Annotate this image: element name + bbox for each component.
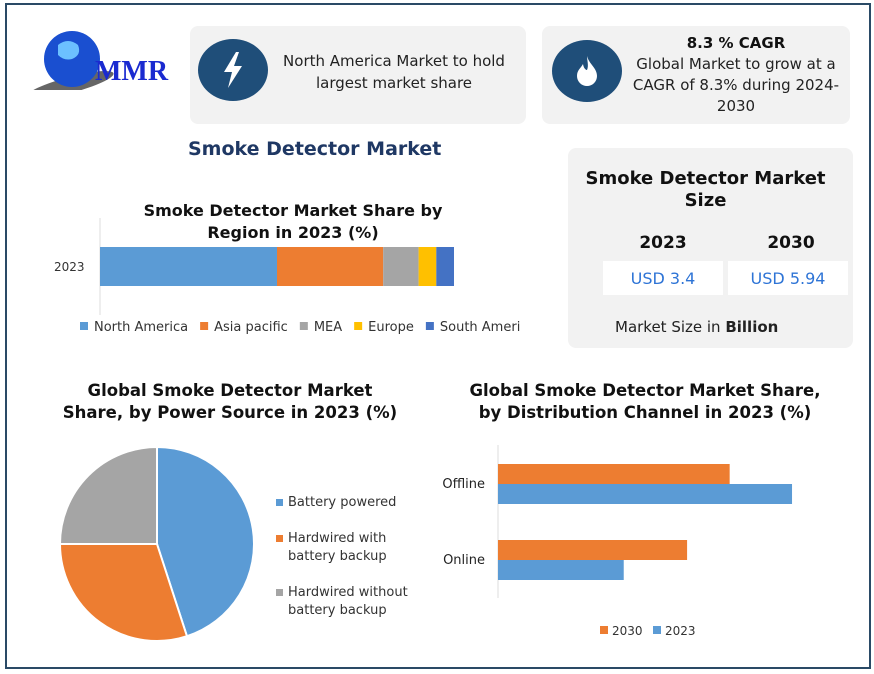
category-label: Offline (442, 477, 485, 492)
cagr-text: Global Market to grow at a CAGR of 8.3% … (632, 55, 840, 115)
bar-offline-2023 (498, 484, 793, 504)
legend-swatch (80, 322, 88, 330)
bar-offline-2030 (498, 464, 730, 484)
cagr-title: 8.3 % CAGR (686, 34, 786, 52)
mmr-logo: MMR (20, 25, 180, 99)
bar-online-2023 (498, 560, 624, 580)
main-title: Smoke Detector Market (188, 138, 442, 160)
year-2023: 2023 (639, 233, 687, 253)
pie-slice-2 (58, 445, 158, 545)
market-size-note: Market Size in Billion (615, 318, 779, 336)
market-size-card: Smoke Detector Market Size 2023 2030 USD… (568, 148, 853, 348)
value-2023: USD 3.4 (603, 261, 723, 295)
market-size-title: Smoke Detector Market Size (585, 168, 826, 211)
value-2030: USD 5.94 (728, 261, 848, 295)
highlight-text: North America Market to hold largest mar… (283, 52, 505, 92)
legend-swatch (276, 535, 283, 542)
legend-label: 2023 (665, 624, 696, 638)
legend-swatch (276, 589, 283, 596)
bar-segment-europe (418, 247, 437, 286)
legend-label: MEA (314, 320, 342, 335)
infographic-frame (5, 3, 871, 669)
power-chart-title: Global Smoke Detector Market Share, by P… (62, 381, 398, 422)
bar-segment-north-america (100, 247, 277, 286)
legend-item: Hardwired without battery backup (276, 584, 416, 620)
power-legend: Battery powered Hardwired with battery ba… (276, 494, 416, 638)
highlight-card-north-america: North America Market to hold largest mar… (190, 26, 526, 124)
svg-text:MMR: MMR (95, 56, 169, 87)
legend-item: Hardwired with battery backup (276, 530, 416, 566)
bar-segment-south-america (436, 247, 454, 286)
year-2030: 2030 (767, 233, 815, 253)
region-chart: 2023 North America Asia pacific MEA Europe So… (54, 218, 520, 335)
legend-swatch (200, 322, 209, 330)
legend-swatch (600, 626, 608, 634)
legend-label: Hardwired without battery backup (288, 585, 408, 618)
legend-label: Asia pacific (214, 320, 288, 335)
legend-item: Battery powered (276, 494, 416, 512)
bar-online-2030 (498, 540, 688, 560)
channel-chart: Offline Online 2030 2023 (442, 445, 793, 638)
legend-swatch (299, 322, 308, 330)
category-label: 2023 (54, 260, 85, 274)
legend-label: North America (94, 320, 188, 335)
pie-slice-1 (58, 543, 189, 642)
bar-segment-mea (383, 247, 419, 286)
lightning-icon (198, 39, 268, 101)
channel-chart-title: Global Smoke Detector Market Share, by D… (469, 381, 821, 422)
highlight-card-cagr: 8.3 % CAGR Global Market to grow at a CA… (542, 26, 850, 124)
legend-label: South America (440, 320, 520, 335)
legend-swatch (653, 626, 661, 634)
legend-label: 2030 (612, 624, 643, 638)
legend-swatch (425, 322, 434, 330)
legend-label: Battery powered (288, 495, 397, 510)
flame-icon (552, 40, 622, 102)
category-label: Online (443, 553, 485, 568)
power-pie-chart (58, 445, 255, 642)
bar-segment-asia-pacific (277, 247, 384, 286)
pie-slice-0 (156, 445, 255, 638)
region-chart-title: Smoke Detector Market Share by Region in… (143, 201, 443, 242)
legend-swatch (354, 322, 363, 330)
legend-label: Hardwired with battery backup (288, 531, 387, 564)
legend-label: Europe (368, 320, 414, 335)
legend-swatch (276, 499, 283, 506)
